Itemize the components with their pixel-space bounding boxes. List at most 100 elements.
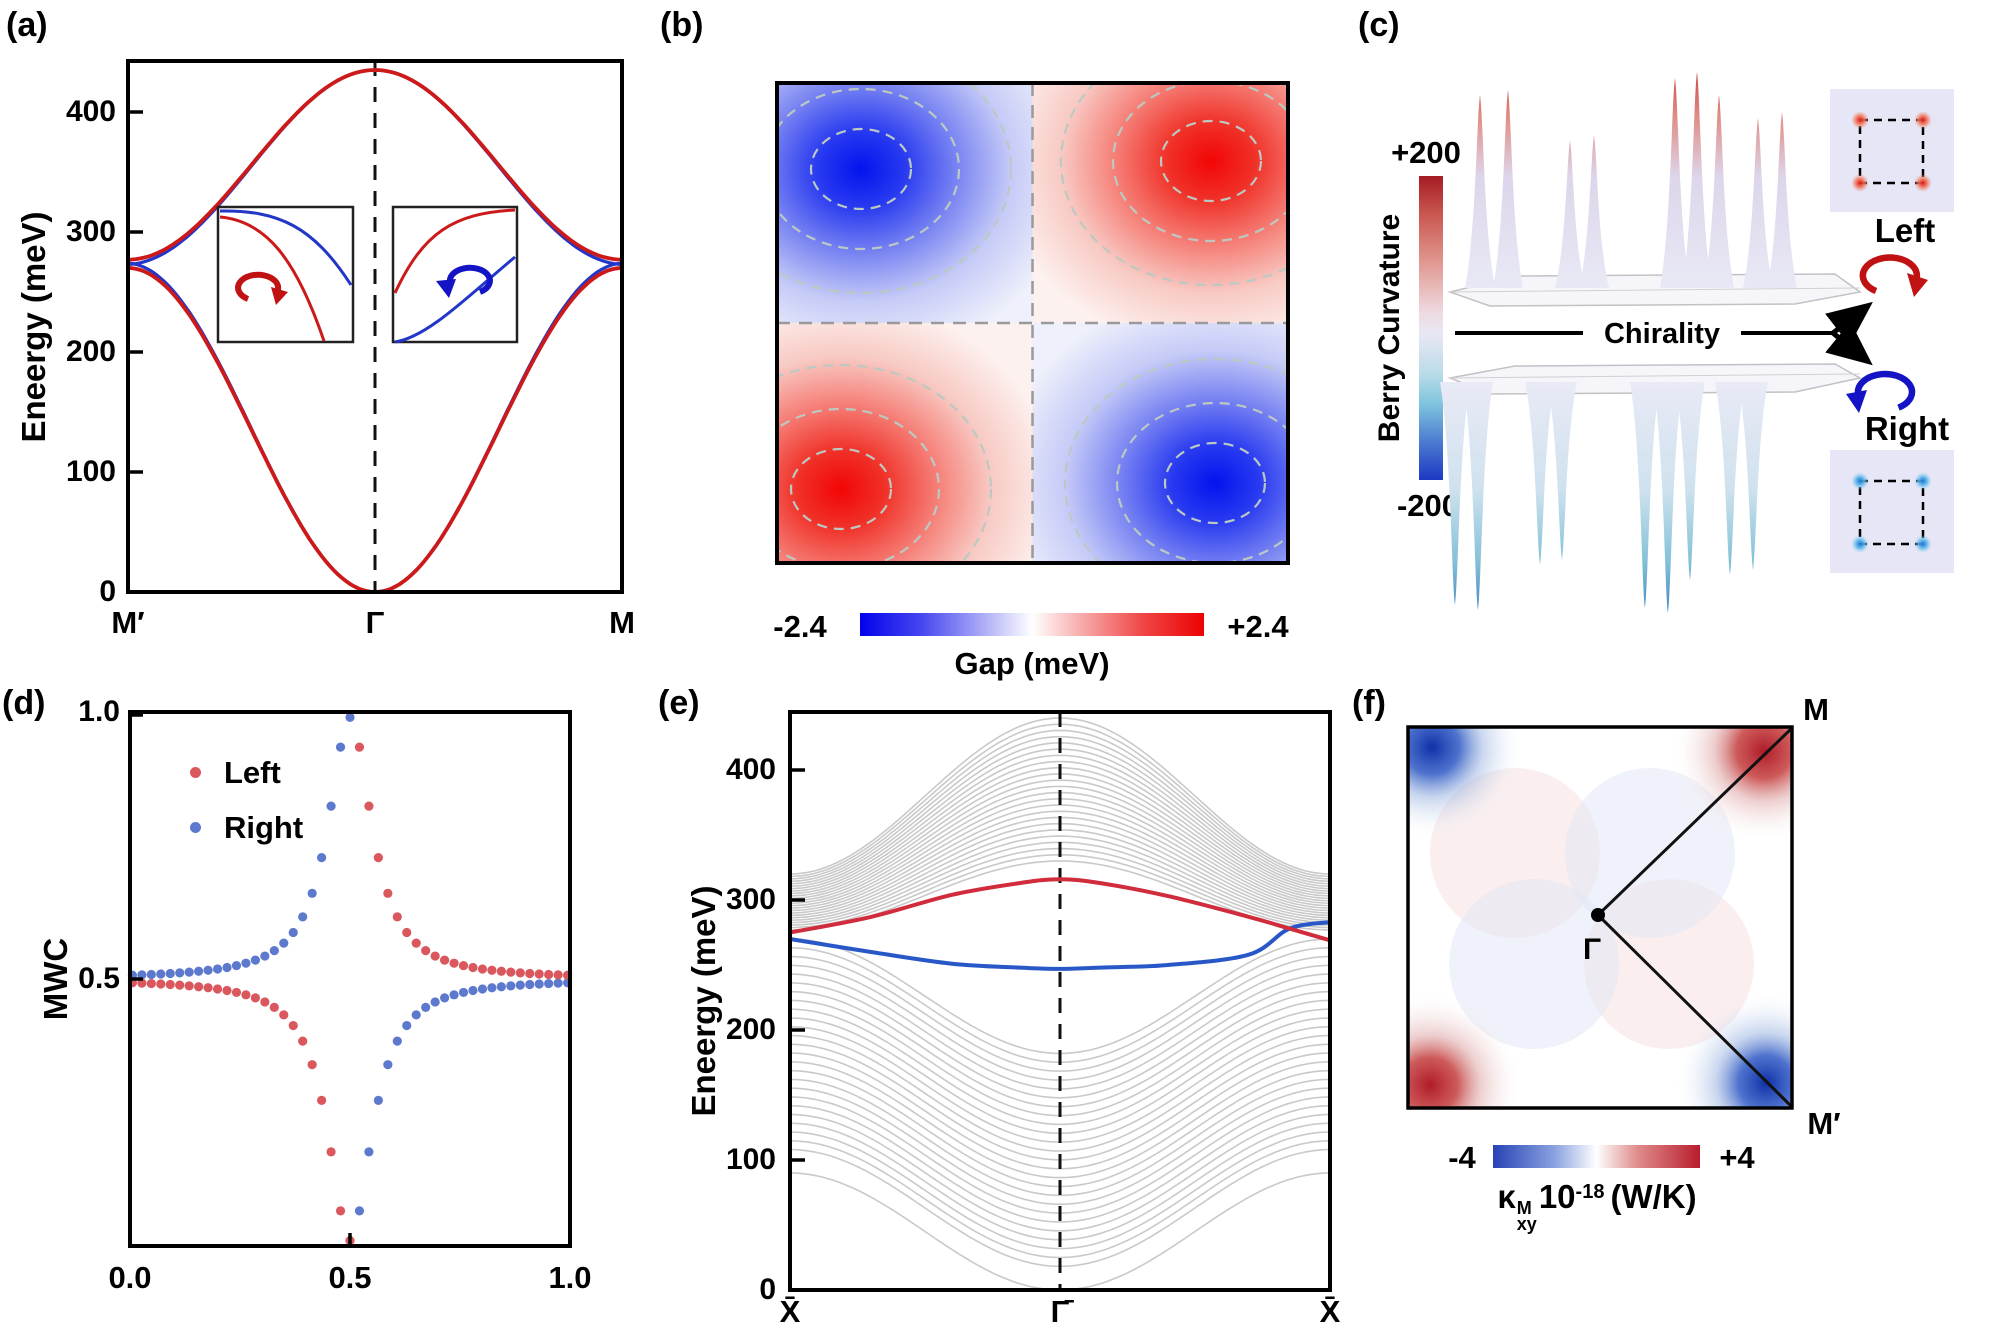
right-rotation-arrowhead-icon (1846, 390, 1867, 413)
panel-e-xtick-gamma: Γ̄ (1050, 1294, 1070, 1329)
panel-c-label: (c) (1358, 6, 1400, 44)
inset-left-chirality (216, 205, 355, 344)
berry-curvature-surfaces: Chirality Left Right (1440, 72, 1954, 613)
panel-b-label: (b) (660, 6, 704, 44)
berry-colorbar-label: Berry Curvature (1373, 213, 1406, 443)
negative-berry-spikes (1440, 382, 1768, 613)
mwc-scatter-plot (127, 710, 573, 1248)
kpoint-mprime-label: M′ (1807, 1106, 1841, 1141)
gamma-point-label: Γ (1583, 933, 1601, 966)
panel-e-ytick: 300 (725, 883, 776, 916)
kappa-superscript: M (1516, 1198, 1532, 1218)
inset-blue-band (394, 255, 516, 344)
corner-hotspot-negative-tl (1408, 727, 1524, 839)
panel-e-xtick-x2: X̄ (1319, 1294, 1341, 1329)
thermal-hall-heatmap: Γ (1406, 725, 1794, 1110)
gap-lobe-negative-tl (777, 83, 1033, 323)
gap-lobe-positive-bl (777, 323, 1033, 563)
gap-colorbar (860, 613, 1204, 636)
kappa-colorbar (1493, 1145, 1700, 1168)
inset-right-chirality (391, 205, 519, 344)
faint-negative-lobe (1565, 768, 1735, 938)
gap-lobe-negative-br (1032, 323, 1288, 563)
panel-e-ytick: 100 (725, 1143, 776, 1176)
sheet-mesh-line (1449, 287, 1861, 293)
chiral-edge-states (789, 877, 1331, 971)
panel-a-ytick: 100 (65, 455, 116, 488)
gap-lobe-positive-tr (1032, 83, 1288, 323)
left-rotation-arrow-icon (1859, 254, 1921, 295)
bz-corner-hotspots-blue (1851, 472, 1932, 553)
panel-a-label: (a) (6, 6, 48, 44)
kappa-base: 10 (1538, 1178, 1576, 1215)
band-structure-plot (126, 59, 624, 594)
panel-a-ytick: 200 (65, 335, 116, 368)
mwc-scatter-points (127, 712, 573, 1246)
gap-colorbar-min: -2.4 (773, 609, 827, 644)
plot-frame (126, 59, 624, 594)
kappa-colorbar-max: +4 (1719, 1140, 1755, 1175)
panel-e-ylabel: Eneergy (meV) (685, 885, 722, 1117)
panel-a-xtick-mprime: M′ (111, 605, 145, 640)
left-chirality-arrowhead-icon (271, 287, 288, 305)
gamma-to-m-path (1596, 727, 1793, 917)
corner-hotspot-positive-bl (1408, 993, 1522, 1108)
legend-dot-left (190, 767, 201, 778)
gamma-to-mprime-path (1596, 913, 1793, 1108)
panel-d-xtick: 0.5 (328, 1260, 372, 1295)
panel-e-ytick: 200 (725, 1013, 776, 1046)
left-chirality-arrow-icon (235, 271, 282, 302)
ribbon-band-plot (788, 710, 1332, 1292)
right-chirality-arrowhead-icon (436, 279, 456, 298)
berry-colorbar-min: -200 (1396, 488, 1460, 523)
berry-colorbar-max: +200 (1391, 135, 1461, 170)
panel-e-label: (e) (658, 684, 700, 722)
axis-ticks (130, 713, 352, 1246)
kappa-symbol: κ (1497, 1178, 1516, 1215)
panel-a-ytick: 400 (65, 95, 116, 128)
panel-a-ytick: 300 (65, 215, 116, 248)
right-chirality-arrow-icon (446, 264, 493, 295)
berry-colorbar (1419, 176, 1443, 480)
chirality-annotation: Chirality (1455, 301, 1873, 366)
positive-berry-spikes (1465, 72, 1797, 288)
panel-a-xtick-m: M (609, 605, 635, 640)
gap-colorbar-max: +2.4 (1227, 609, 1289, 644)
axis-ticks (790, 768, 805, 1162)
inset-red-band (219, 215, 326, 342)
panel-d-xtick: 0.0 (108, 1260, 152, 1295)
gamma-point-marker (1591, 908, 1605, 922)
inset-red-band (393, 208, 516, 294)
axis-ticks (128, 110, 143, 474)
inset-left-bz (1830, 89, 1954, 212)
inset-right-bz (1830, 450, 1954, 573)
legend-right-label: Right (224, 810, 304, 845)
right-chirality-text: Right (1865, 410, 1949, 447)
panel-f-label: (f) (1352, 684, 1386, 722)
plot-frame (788, 710, 1332, 1292)
plot-frame (775, 81, 1290, 565)
plot-frame (1406, 725, 1794, 1110)
kappa-unit: (W/K) (1610, 1178, 1697, 1215)
panel-d-xtick: 1.0 (548, 1260, 592, 1295)
plot-frame (128, 710, 572, 1248)
panel-d-ytick: 1.0 (78, 695, 120, 728)
inset-blue-band (219, 209, 353, 286)
legend-left-label: Left (224, 755, 281, 790)
kpoint-m-label: M (1803, 692, 1829, 727)
panel-e-ytick: 400 (725, 753, 776, 786)
panel-e-xtick-x1: X̄ (779, 1294, 801, 1329)
gap-heatmap (775, 81, 1290, 565)
legend-dot-right (190, 822, 201, 833)
kappa-exponent: -18 (1575, 1181, 1605, 1203)
gap-colorbar-label: Gap (meV) (954, 646, 1110, 681)
faint-negative-lobe (1449, 879, 1619, 1049)
right-rotation-arrow-icon (1854, 370, 1916, 411)
kappa-subscript: xy (1516, 1214, 1537, 1235)
panel-a-ytick: 0 (99, 575, 116, 608)
left-chirality-text: Left (1875, 212, 1936, 249)
bz-corner-hotspots-red (1851, 111, 1932, 192)
sheet-mesh-line (1449, 373, 1861, 379)
